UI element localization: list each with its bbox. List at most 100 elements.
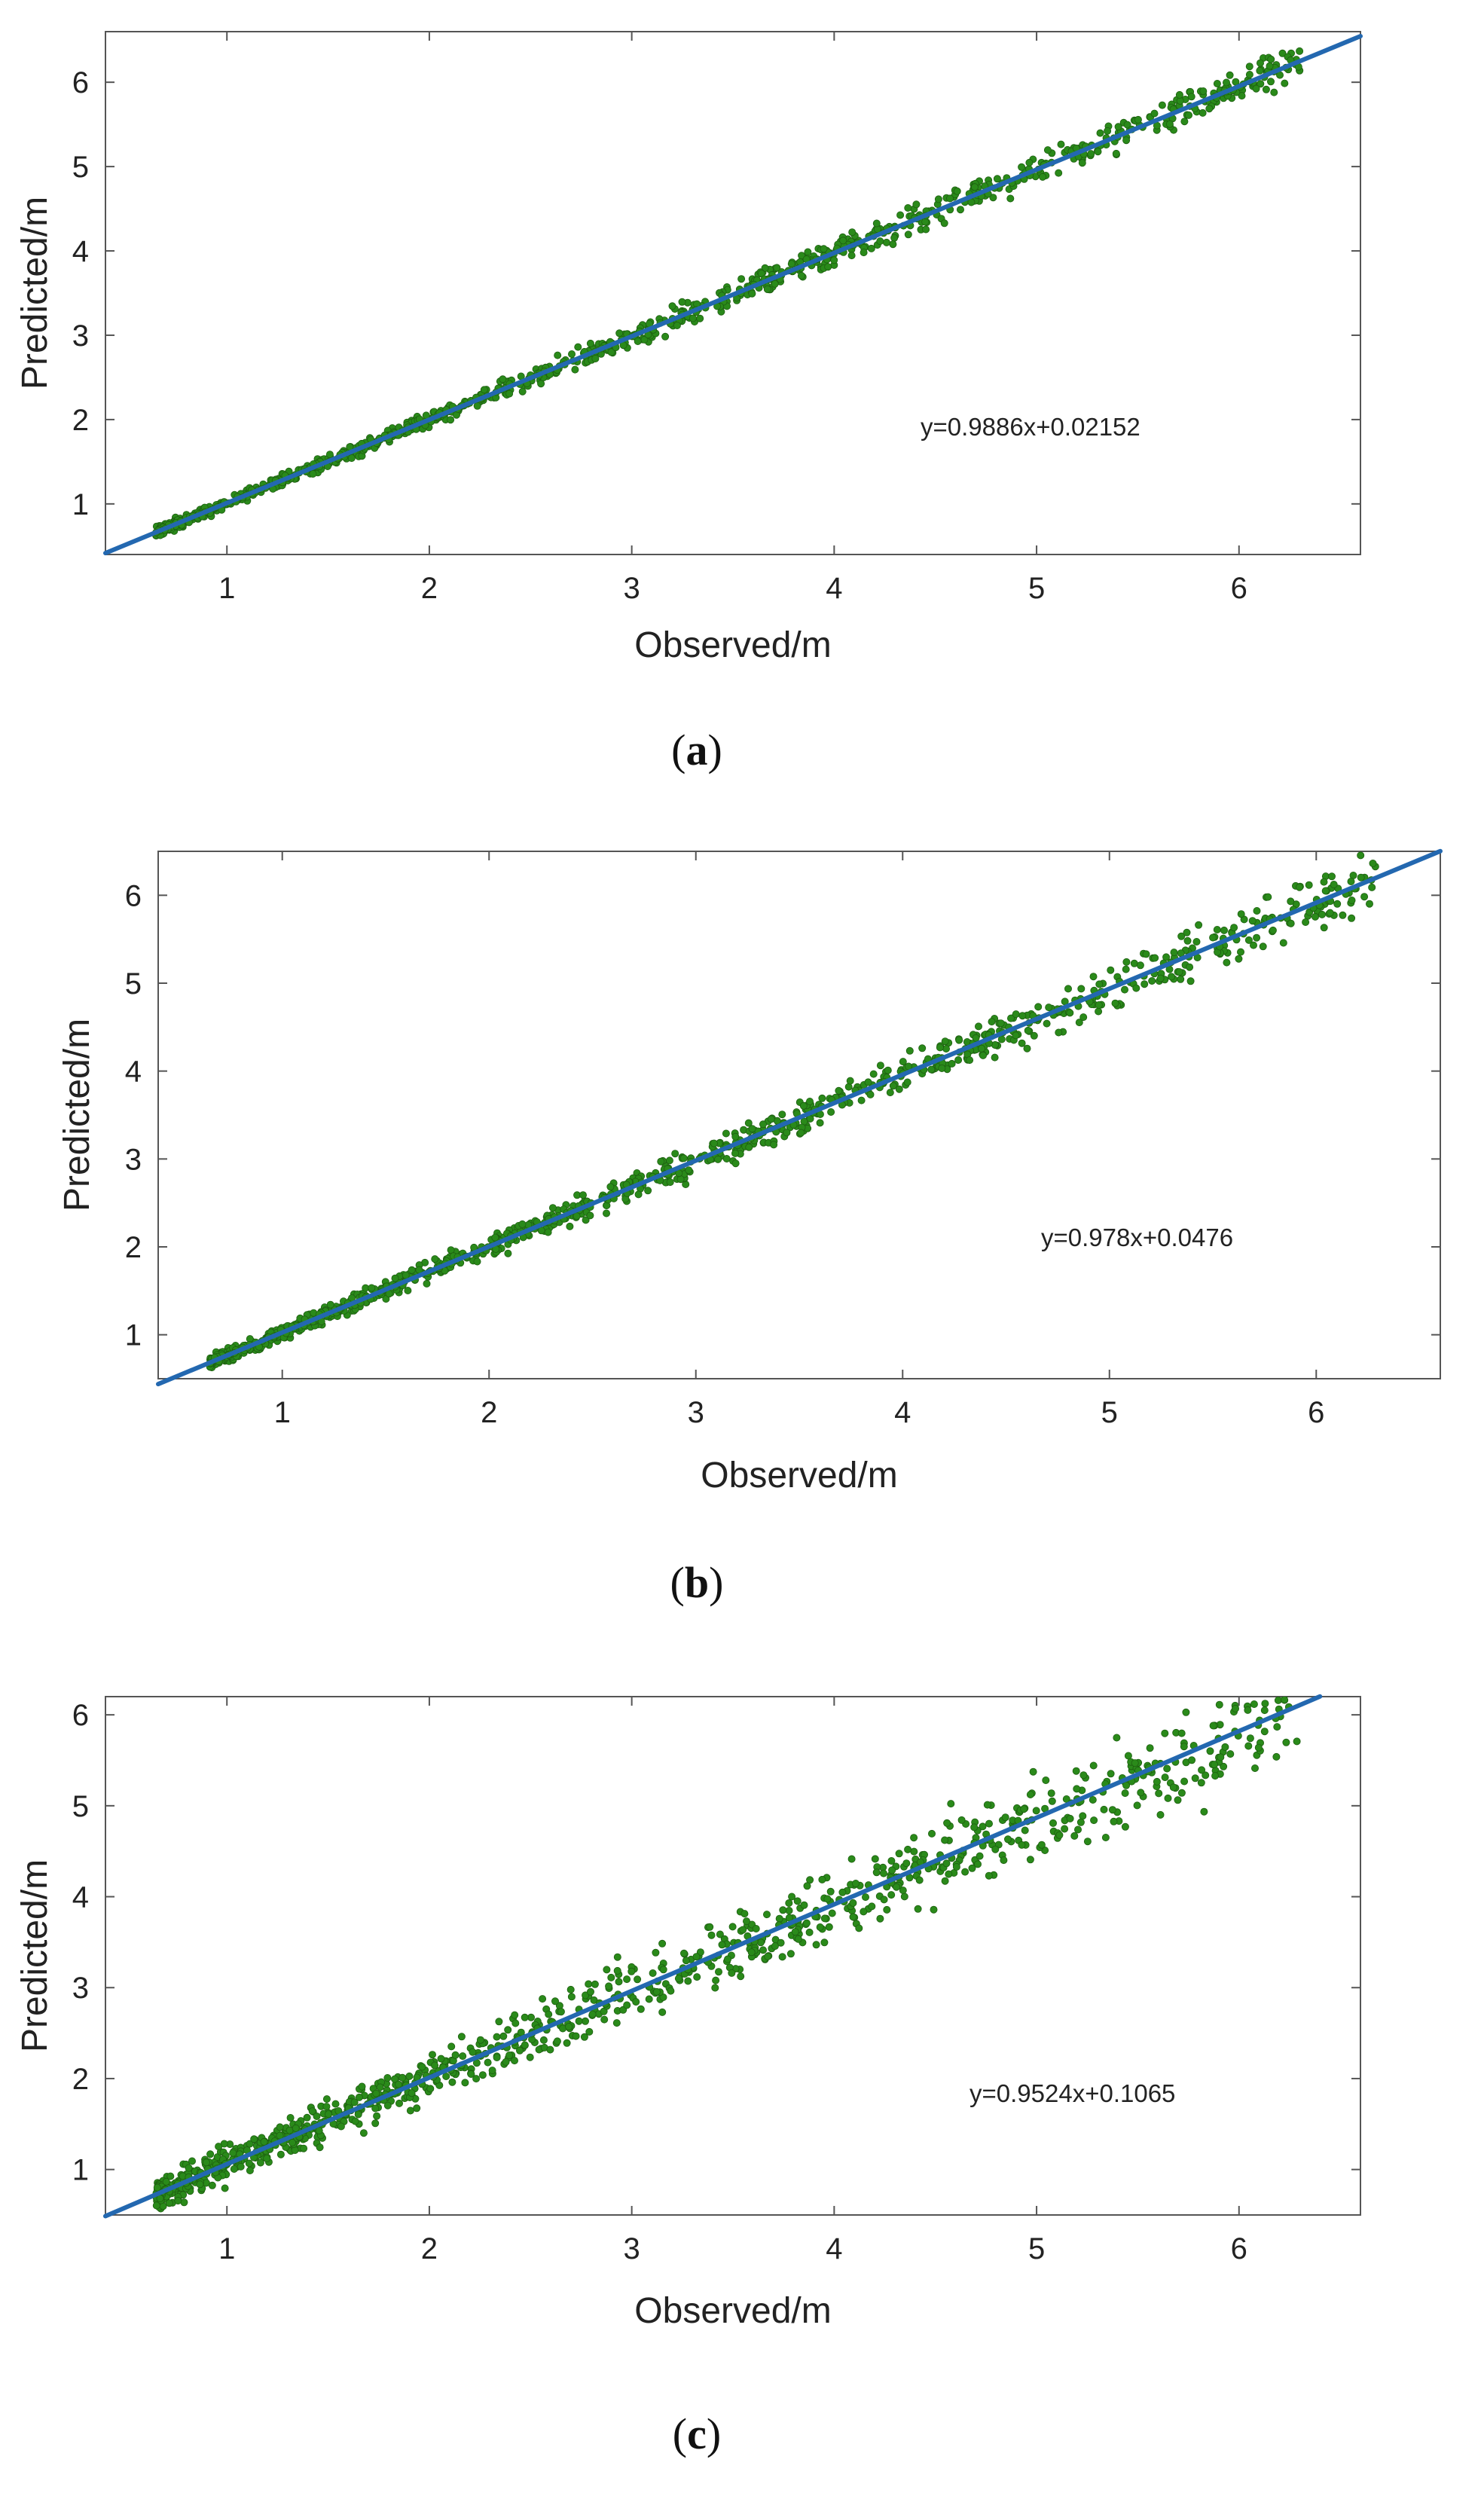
scatter-point: [1251, 1764, 1260, 1772]
scatter-point: [1111, 999, 1119, 1007]
scatter-point: [823, 1895, 832, 1903]
scatter-point: [1078, 159, 1086, 167]
scatter-point: [737, 275, 746, 283]
scatter-point: [1257, 59, 1265, 67]
scatter-point: [1123, 121, 1131, 129]
scatter-point: [818, 1875, 826, 1883]
scatter-point: [993, 175, 1001, 183]
scatter-point: [770, 1141, 778, 1149]
scatter-point: [579, 1191, 588, 1199]
scatter-point: [1237, 948, 1245, 956]
scatter-point: [1202, 1771, 1210, 1780]
scatter-point: [1241, 1681, 1248, 1688]
scatter-point: [347, 454, 356, 463]
scatter-point: [835, 1086, 843, 1095]
scatter-point: [1293, 1737, 1301, 1746]
x-tick-label: 6: [1231, 2232, 1247, 2265]
scatter-point: [682, 1957, 690, 1965]
scatter-point: [402, 1271, 410, 1279]
scatter-point: [504, 2026, 512, 2034]
y-tick-label: 1: [72, 488, 89, 521]
scatter-point: [573, 1212, 581, 1220]
scatter-point: [1133, 1801, 1141, 1810]
scatter-point: [1200, 1807, 1208, 1816]
scatter-point: [276, 2150, 285, 2158]
scatter-point: [893, 1883, 901, 1891]
scatter-point: [775, 1914, 783, 1923]
scatter-point: [448, 2078, 456, 2086]
scatter-point: [955, 1036, 963, 1044]
scatter-point: [451, 2051, 460, 2059]
scatter-point: [582, 2017, 590, 2025]
scatter-point: [1248, 917, 1257, 925]
scatter-point: [634, 337, 642, 345]
scatter-point: [1175, 90, 1183, 99]
y-tick-label: 2: [125, 1231, 142, 1264]
panel-caption: (a): [671, 726, 722, 774]
scatter-point: [263, 2155, 271, 2163]
scatter-point: [914, 1905, 922, 1913]
scatter-point: [591, 354, 600, 362]
scatter-point: [308, 2107, 316, 2116]
scatter-point: [1072, 1767, 1080, 1775]
scatter-point: [1272, 1752, 1281, 1761]
scatter-point: [671, 1150, 679, 1158]
x-tick-label: 5: [1028, 572, 1045, 605]
scatter-point: [437, 2054, 445, 2063]
scatter-point: [188, 2157, 196, 2165]
scatter-point: [613, 1953, 621, 1961]
scatter-point: [511, 2057, 519, 2065]
scatter-point: [1213, 80, 1221, 88]
scatter-point: [802, 1919, 811, 1927]
scatter-point: [615, 329, 624, 338]
scatter-point: [880, 1869, 888, 1877]
scatter-point: [1148, 976, 1156, 985]
scatter-point: [1039, 173, 1047, 181]
scatter-point: [1049, 1819, 1058, 1827]
scatter-point: [827, 1107, 835, 1116]
scatter-point: [408, 2089, 416, 2097]
scatter-point: [325, 2110, 333, 2119]
scatter-point: [797, 1129, 805, 1137]
scatter-point: [221, 2184, 229, 2192]
scatter-point: [1018, 1039, 1026, 1047]
scatter-point: [985, 1819, 994, 1828]
scatter-point: [316, 2143, 324, 2152]
scatter-point: [1211, 1772, 1220, 1780]
scatter-point: [413, 2104, 421, 2113]
scatter-point: [849, 1913, 857, 1921]
scatter-point: [511, 2011, 519, 2019]
x-axis-label: Observed/m: [634, 625, 831, 665]
axis-ticks: 1 2 3 4 5 6 1 2 3 4 5 6: [72, 32, 1360, 605]
x-tick-label: 5: [1028, 2232, 1045, 2265]
scatter-point: [1034, 1003, 1043, 1011]
scatter-point: [493, 2054, 501, 2062]
scatter-point: [478, 2071, 487, 2079]
scatter-point: [1321, 887, 1330, 895]
scatter-point: [883, 1905, 891, 1914]
scatter-point: [1256, 66, 1264, 75]
x-axis-label: Observed/m: [701, 1456, 897, 1495]
scatter-point: [1357, 873, 1365, 881]
scatter-point: [605, 1982, 613, 1990]
scatter-point: [1104, 127, 1112, 135]
scatter-point: [250, 2135, 258, 2143]
scatter-point: [404, 1287, 412, 1295]
scatter-point: [521, 2041, 529, 2049]
x-tick-label: 2: [421, 572, 438, 605]
y-tick-label: 6: [72, 66, 89, 99]
scatter-point: [591, 1980, 599, 1988]
scatter-point: [1215, 1700, 1223, 1709]
scatter-point: [915, 1876, 924, 1884]
scatter-point: [174, 2197, 182, 2205]
scatter-point: [731, 1159, 740, 1168]
scatter-point: [1158, 101, 1166, 109]
scatter-point: [1095, 1001, 1103, 1009]
scatter-point: [459, 2052, 467, 2061]
scatter-point: [838, 1888, 847, 1896]
scatter-point: [1020, 1805, 1028, 1813]
scatter-point: [1018, 1012, 1027, 1020]
scatter-point: [1197, 1779, 1205, 1787]
scatter-point: [502, 2058, 510, 2066]
scatter-point: [1198, 108, 1207, 117]
